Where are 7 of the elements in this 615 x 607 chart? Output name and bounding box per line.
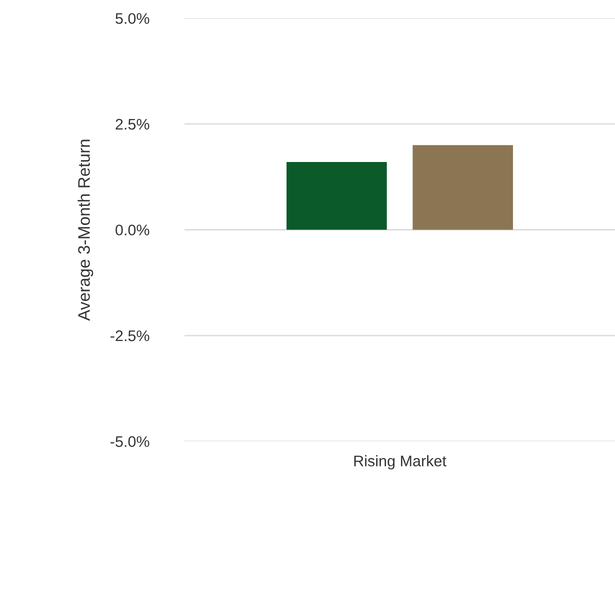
y-tick-label: -5.0% <box>110 436 150 447</box>
y-tick-label: 2.5% <box>116 118 150 130</box>
x-tick-label: Rising Market <box>354 455 446 470</box>
y-tick-label: -2.5% <box>110 330 150 342</box>
y-tick-label: 0.0% <box>116 224 150 236</box>
y-tick-label: 5.0% <box>116 13 150 24</box>
y-axis-title: Average 3-Month Return <box>78 140 94 321</box>
